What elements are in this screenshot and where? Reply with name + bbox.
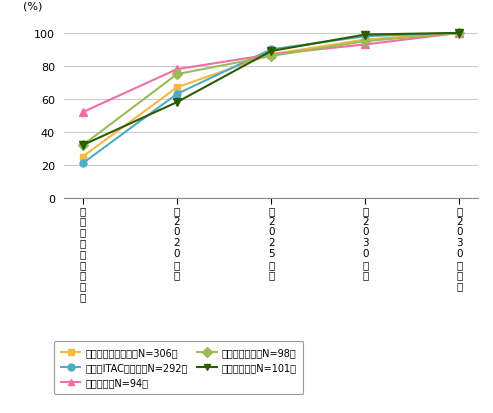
Text: ～
2
0
2
0
年
頃: ～ 2 0 2 0 年 頃 [174,205,180,280]
ドイツ企業（N=101） [268,50,274,55]
米国企業（N=94） [268,53,274,58]
米国企業（N=94） [174,67,180,72]
ドイツ企業（N=101） [457,31,462,36]
日本（一般）企業（N=306） [80,154,86,159]
日本（ITAC）企業（N=292） [457,31,462,36]
イギリス企業（N=98） [174,72,180,77]
日本（一般）企業（N=306） [457,31,462,36]
日本（ITAC）企業（N=292） [80,161,86,166]
米国企業（N=94） [457,31,462,36]
イギリス企業（N=98） [80,143,86,148]
日本（ITAC）企業（N=292） [268,48,274,53]
ドイツ企業（N=101） [362,33,368,38]
イギリス企業（N=98） [268,55,274,59]
日本（一般）企業（N=306） [268,53,274,58]
米国企業（N=94） [362,43,368,48]
Text: ～
2
0
3
0
年
頃: ～ 2 0 3 0 年 頃 [362,205,369,280]
ドイツ企業（N=101） [174,100,180,105]
Line: イギリス企業（N=98）: イギリス企業（N=98） [79,30,463,149]
Line: ドイツ企業（N=101）: ドイツ企業（N=101） [79,30,463,150]
ドイツ企業（N=101） [80,143,86,148]
日本（ITAC）企業（N=292） [362,35,368,40]
Line: 日本（ITAC）企業（N=292）: 日本（ITAC）企業（N=292） [79,30,463,167]
Text: ～
2
0
2
5
年
頃: ～ 2 0 2 5 年 頃 [268,205,275,280]
Text: (%): (%) [23,2,42,12]
日本（一般）企業（N=306） [174,85,180,90]
日本（一般）企業（N=306） [362,38,368,43]
日本（ITAC）企業（N=292） [174,92,180,97]
イギリス企業（N=98） [457,31,462,36]
Line: 米国企業（N=94）: 米国企業（N=94） [79,30,463,117]
Line: 日本（一般）企業（N=306）: 日本（一般）企業（N=306） [79,30,463,161]
Text: ～
2
0
3
0
年
以
降: ～ 2 0 3 0 年 以 降 [456,205,463,291]
イギリス企業（N=98） [362,40,368,45]
Legend: 日本（一般）企業（N=306）, 日本（ITAC）企業（N=292）, 米国企業（N=94）, イギリス企業（N=98）, ドイツ企業（N=101）: 日本（一般）企業（N=306）, 日本（ITAC）企業（N=292）, 米国企業… [54,341,304,394]
Text: 既
に
顕
在
化
し
て
い
る: 既 に 顕 在 化 し て い る [80,205,86,301]
米国企業（N=94） [80,110,86,115]
